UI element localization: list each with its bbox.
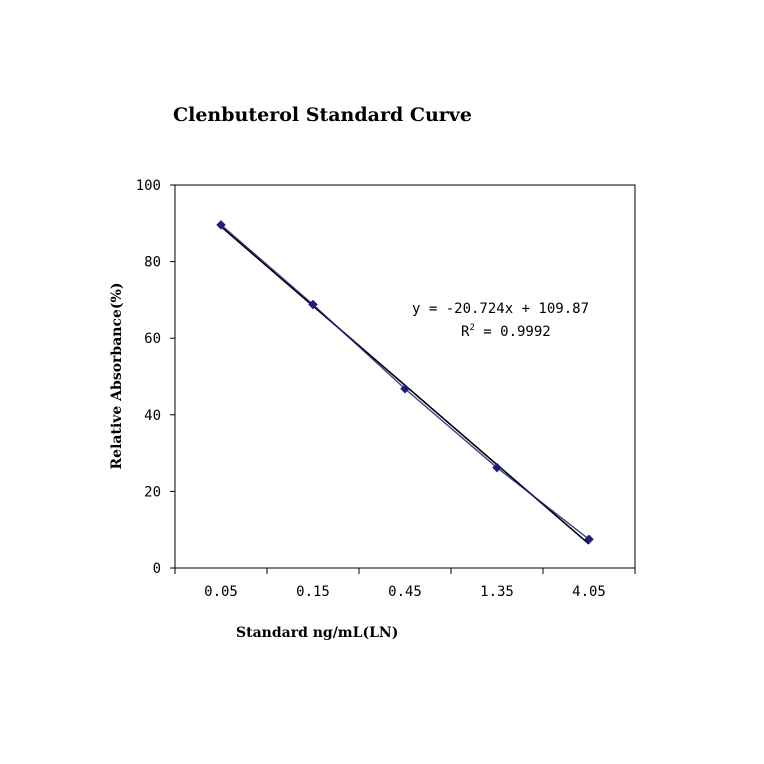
data-point-0 [216,219,226,230]
x-tick-label-4: 4.05 [572,584,606,600]
chart-title: Clenbuterol Standard Curve [173,104,472,126]
data-point-4 [584,534,594,545]
plot-area [174,184,636,569]
y-axis-title: Relative Absorbance(%) [109,283,125,470]
x-tick-label-3: 1.35 [480,584,514,600]
x-axis: 0.05 0.15 0.45 1.35 4.05 [174,568,636,600]
trendline-equation: y = -20.724x + 109.87 [412,301,589,317]
x-tick-label-0: 0.05 [204,584,238,600]
series-group [216,219,594,545]
r-squared-label: R2 = 0.9992 [461,323,551,340]
y-tick-label-0: 0 [153,561,161,577]
data-point-1 [308,299,318,310]
y-tick-label-1: 20 [144,484,161,500]
y-axis: 0 20 40 60 80 100 [136,178,175,577]
data-point-2 [400,383,410,394]
y-tick-label-2: 40 [144,408,161,424]
x-tick-label-2: 0.45 [388,584,422,600]
x-axis-title: Standard ng/mL(LN) [236,625,398,641]
data-point-3 [492,462,502,473]
y-tick-label-3: 60 [144,331,161,347]
x-tick-label-1: 0.15 [296,584,330,600]
y-tick-label-5: 100 [136,178,161,194]
plot-frame [174,184,636,569]
y-tick-label-4: 80 [144,255,161,271]
